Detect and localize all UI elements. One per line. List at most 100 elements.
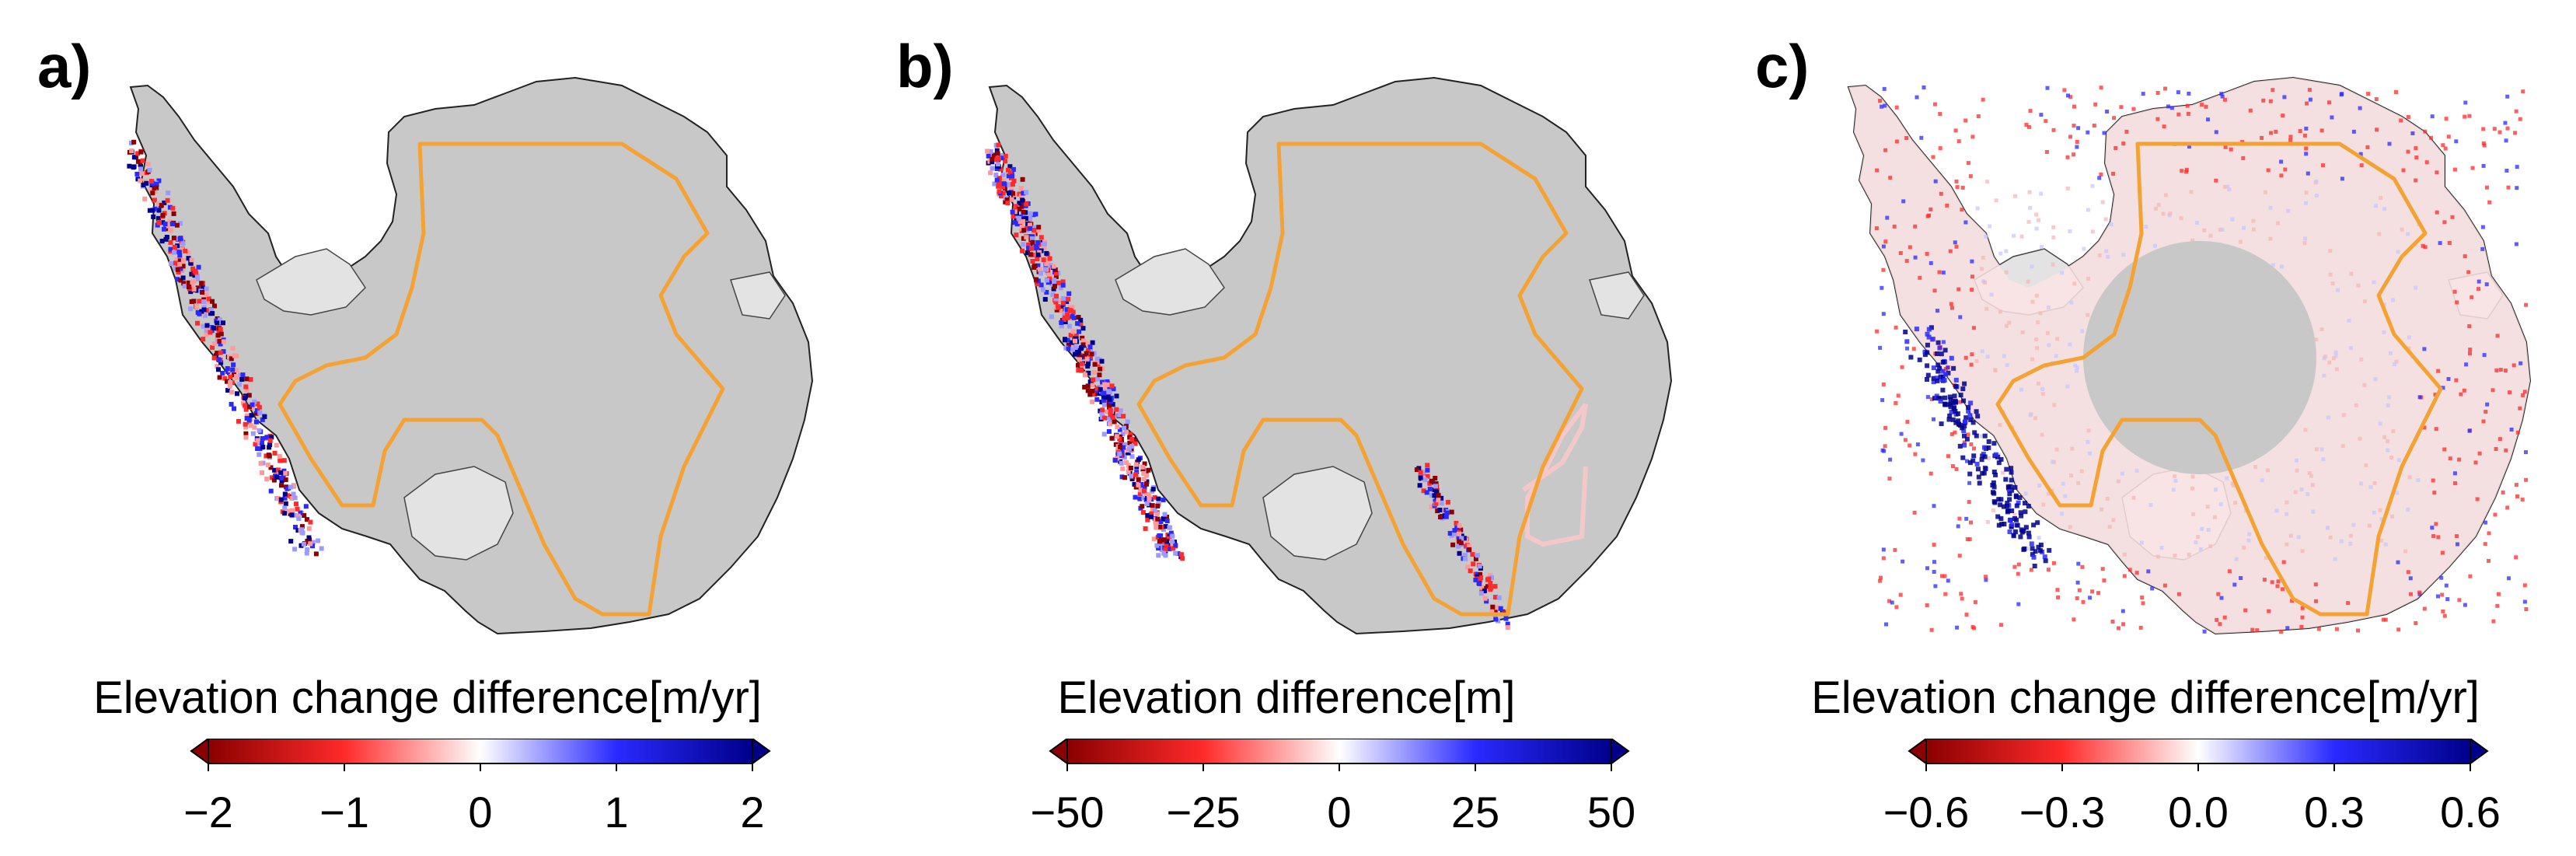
difference-pixel <box>2012 564 2017 569</box>
difference-pixel <box>2231 484 2236 487</box>
difference-pixel <box>1429 504 1434 509</box>
difference-pixel <box>1975 414 1981 419</box>
difference-pixel <box>1454 520 1459 526</box>
difference-pixel <box>2507 576 2511 581</box>
difference-pixel <box>1966 408 1971 414</box>
difference-pixel <box>162 200 167 205</box>
difference-pixel <box>1167 547 1172 551</box>
difference-pixel <box>2390 514 2395 519</box>
difference-pixel <box>2200 103 2204 107</box>
difference-pixel <box>2321 163 2325 168</box>
difference-pixel <box>1144 479 1150 484</box>
difference-pixel <box>230 367 236 372</box>
difference-pixel <box>2026 219 2031 224</box>
difference-pixel <box>1986 456 1991 460</box>
difference-pixel <box>1960 596 1964 601</box>
difference-pixel <box>244 376 250 382</box>
difference-pixel <box>1163 547 1168 552</box>
difference-pixel <box>1940 359 1946 365</box>
difference-pixel <box>2283 167 2288 172</box>
difference-pixel <box>1948 401 1953 407</box>
difference-pixel <box>2018 510 2023 515</box>
difference-pixel <box>2016 500 2021 505</box>
difference-pixel <box>2028 205 2033 210</box>
difference-pixel <box>2185 103 2190 108</box>
colorbar-tick-a-0: −2 <box>183 788 233 837</box>
difference-pixel <box>2190 474 2195 479</box>
difference-pixel <box>1075 321 1080 326</box>
difference-pixel <box>2391 298 2395 302</box>
difference-pixel <box>2262 578 2267 582</box>
difference-pixel <box>1066 291 1072 296</box>
difference-pixel <box>2311 509 2316 514</box>
difference-pixel <box>2261 98 2266 103</box>
difference-pixel <box>2021 547 2026 552</box>
difference-pixel <box>235 391 239 397</box>
difference-pixel <box>217 338 222 344</box>
difference-pixel <box>1102 415 1108 421</box>
difference-pixel <box>2155 554 2160 559</box>
difference-pixel <box>1951 365 1956 371</box>
difference-pixel <box>2176 90 2180 95</box>
difference-pixel <box>156 201 161 206</box>
difference-pixel <box>1073 333 1079 338</box>
difference-pixel <box>2524 302 2529 307</box>
difference-pixel <box>1033 211 1038 217</box>
difference-pixel <box>2205 505 2210 509</box>
panel-b: b) Elevation difference[m] −50 −25 0 25 … <box>859 0 1714 856</box>
difference-pixel <box>177 261 183 267</box>
difference-pixel <box>2120 471 2124 476</box>
difference-pixel <box>1479 588 1485 593</box>
difference-pixel <box>1024 235 1029 240</box>
difference-pixel <box>2106 254 2110 259</box>
difference-pixel <box>2401 168 2406 173</box>
difference-pixel <box>319 546 324 551</box>
difference-pixel <box>1956 421 1962 427</box>
difference-pixel <box>2275 584 2280 589</box>
difference-pixel <box>2409 592 2413 596</box>
difference-pixel <box>243 396 247 401</box>
difference-pixel <box>2024 123 2029 127</box>
difference-pixel <box>2414 155 2419 159</box>
difference-pixel <box>2153 243 2157 248</box>
difference-pixel <box>1049 314 1054 320</box>
difference-pixel <box>236 382 242 387</box>
difference-pixel <box>2105 110 2110 114</box>
difference-pixel <box>986 153 991 159</box>
difference-pixel <box>1456 543 1461 549</box>
difference-pixel <box>1129 444 1135 449</box>
difference-pixel <box>1913 255 1918 260</box>
difference-pixel <box>1010 173 1015 179</box>
difference-pixel <box>2019 527 2024 533</box>
difference-pixel <box>2302 241 2307 246</box>
difference-pixel <box>1059 320 1064 325</box>
difference-pixel <box>2090 183 2095 188</box>
difference-pixel <box>2266 168 2271 173</box>
difference-pixel <box>1880 285 1884 290</box>
difference-pixel <box>2358 436 2362 441</box>
difference-pixel <box>2316 627 2321 631</box>
difference-pixel <box>171 236 176 241</box>
difference-pixel <box>2014 503 2019 508</box>
difference-pixel <box>1090 340 1095 345</box>
difference-pixel <box>2222 615 2227 620</box>
difference-pixel <box>2017 495 2023 500</box>
difference-pixel <box>2100 567 2105 571</box>
difference-pixel <box>1003 153 1008 159</box>
difference-pixel <box>2521 393 2525 397</box>
difference-pixel <box>997 176 1002 181</box>
difference-pixel <box>1991 480 1996 485</box>
difference-pixel <box>1114 407 1119 412</box>
difference-pixel <box>129 140 134 145</box>
difference-pixel <box>2093 102 2098 107</box>
difference-pixel <box>2408 576 2413 581</box>
difference-pixel <box>2214 130 2218 135</box>
difference-pixel <box>2097 176 2102 180</box>
difference-pixel <box>135 151 141 156</box>
difference-pixel <box>2388 351 2393 355</box>
difference-pixel <box>2354 403 2358 407</box>
difference-pixel <box>1970 420 1976 425</box>
difference-pixel <box>1080 326 1086 331</box>
difference-pixel <box>1935 369 1941 374</box>
difference-pixel <box>1925 252 1929 257</box>
